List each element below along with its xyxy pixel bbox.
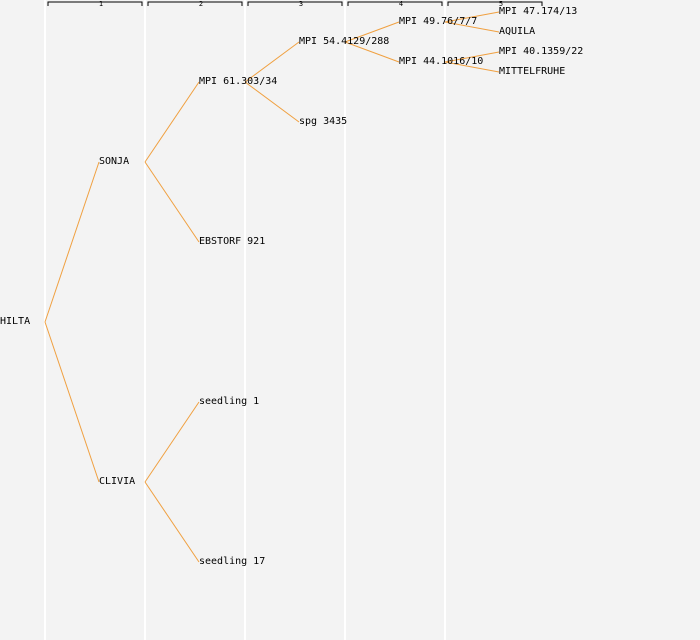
connector-mpi61-spg bbox=[244, 81, 300, 123]
node-mpi61-dam[interactable]: spg 3435 bbox=[299, 116, 348, 127]
connector-clivia-seedling17 bbox=[144, 481, 200, 563]
generation-label-3: 3 bbox=[298, 0, 304, 8]
connector-mpi49-mpi47 bbox=[444, 11, 500, 23]
node-sonja-sire[interactable]: MPI 61.303/34 bbox=[199, 76, 278, 87]
generation-bracket bbox=[347, 1, 443, 6]
connector-mpi54-mpi44 bbox=[344, 41, 400, 63]
node-clivia-sire[interactable]: seedling 1 bbox=[199, 396, 260, 407]
generation-brackets bbox=[47, 1, 543, 6]
connector-clivia-seedling1 bbox=[144, 401, 200, 483]
node-mpi54-dam[interactable]: MPI 44.1016/10 bbox=[399, 56, 484, 67]
node-mpi54-sire[interactable]: MPI 49.76/7/7 bbox=[399, 16, 478, 27]
node-sonja-dam[interactable]: EBSTORF 921 bbox=[199, 236, 266, 247]
generation-bracket bbox=[47, 1, 143, 6]
connector-lines bbox=[44, 11, 500, 563]
node-dam[interactable]: CLIVIA bbox=[99, 476, 136, 487]
generation-bracket bbox=[247, 1, 343, 6]
generation-label-4: 4 bbox=[398, 0, 404, 8]
connector-mpi61-mpi54 bbox=[244, 41, 300, 83]
node-mpi44-dam[interactable]: MITTELFRUHE bbox=[499, 66, 566, 77]
node-mpi44-sire[interactable]: MPI 40.1359/22 bbox=[499, 46, 584, 57]
node-mpi49-sire[interactable]: MPI 47.174/13 bbox=[499, 6, 578, 17]
connector-mpi44-mpi40 bbox=[444, 51, 500, 63]
connector-hilta-sonja bbox=[44, 161, 100, 323]
connector-sonja-mpi61 bbox=[144, 81, 200, 163]
connector-mpi44-mittelfruhe bbox=[444, 61, 500, 73]
node-clivia-dam[interactable]: seedling 17 bbox=[199, 556, 266, 567]
generation-label-1: 1 bbox=[98, 0, 104, 8]
node-sire[interactable]: SONJA bbox=[99, 156, 130, 167]
generation-bracket bbox=[447, 1, 543, 6]
node-mpi49-dam[interactable]: AQUILA bbox=[499, 26, 536, 37]
connector-mpi49-aquila bbox=[444, 21, 500, 33]
connector-hilta-clivia bbox=[44, 321, 100, 483]
connector-sonja-ebstorf bbox=[144, 161, 200, 243]
node-mpi61-sire[interactable]: MPI 54.4129/288 bbox=[299, 36, 390, 47]
column-dividers bbox=[44, 0, 446, 640]
generation-bracket bbox=[147, 1, 243, 6]
node-root[interactable]: HILTA bbox=[0, 316, 31, 327]
generation-label-5: 5 bbox=[498, 0, 504, 8]
generation-label-2: 2 bbox=[198, 0, 204, 8]
connector-mpi54-mpi49 bbox=[344, 21, 400, 43]
